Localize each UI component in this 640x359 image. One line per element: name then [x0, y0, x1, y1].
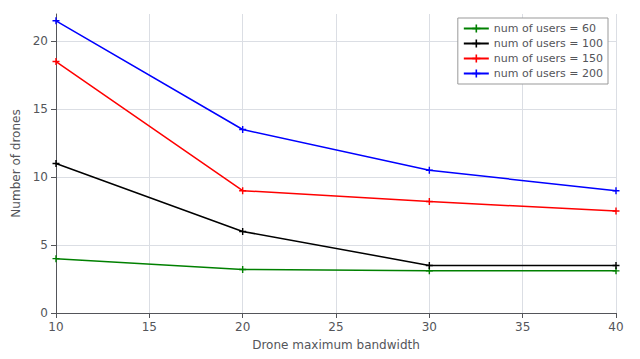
svg-text:10: 10 — [48, 320, 63, 334]
svg-text:0: 0 — [40, 306, 48, 320]
svg-text:20: 20 — [235, 320, 250, 334]
svg-text:num of users = 60: num of users = 60 — [494, 22, 596, 35]
svg-text:20: 20 — [33, 34, 48, 48]
svg-text:15: 15 — [33, 102, 48, 116]
svg-text:40: 40 — [608, 320, 623, 334]
svg-text:10: 10 — [33, 170, 48, 184]
svg-text:5: 5 — [40, 238, 48, 252]
svg-text:15: 15 — [142, 320, 157, 334]
svg-text:num of users = 200: num of users = 200 — [494, 67, 603, 80]
svg-text:35: 35 — [515, 320, 530, 334]
svg-text:num of users = 150: num of users = 150 — [494, 52, 603, 65]
svg-text:25: 25 — [328, 320, 343, 334]
svg-text:Drone maximum bandwidth: Drone maximum bandwidth — [252, 338, 420, 352]
svg-text:num of users = 100: num of users = 100 — [494, 37, 603, 50]
svg-text:Number of drones: Number of drones — [9, 109, 23, 217]
svg-text:30: 30 — [422, 320, 437, 334]
